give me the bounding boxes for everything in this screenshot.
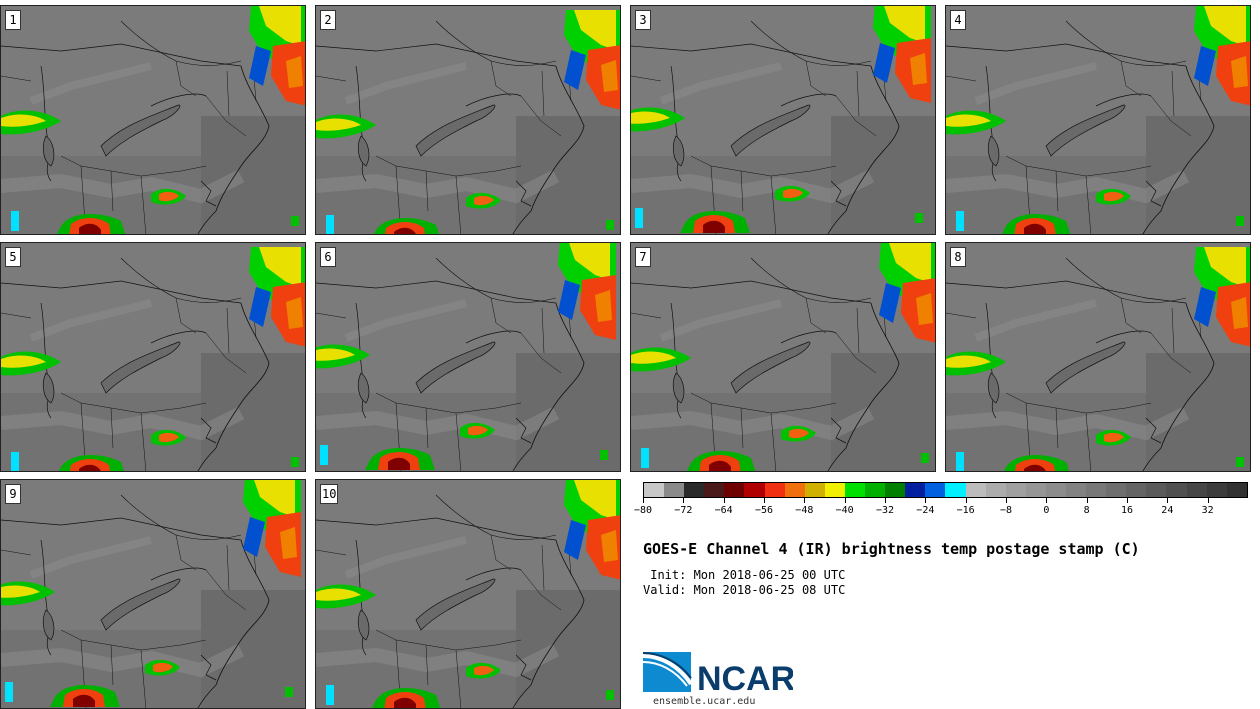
postage-stamp-panel: 1: [0, 5, 306, 235]
colorbar-tick-label: −64: [714, 505, 733, 516]
colorbar-segment: [1186, 483, 1207, 497]
colorbar-tick: [1127, 498, 1128, 503]
colorbar-tick-label: −40: [835, 505, 854, 516]
colorbar-segment: [925, 483, 946, 497]
panel-number-label: 3: [635, 10, 651, 30]
panel-number-label: 5: [5, 247, 21, 267]
colorbar-segment: [885, 483, 906, 497]
colorbar-segment: [764, 483, 785, 497]
ir-satellite-map: [946, 6, 1250, 234]
panel-number-label: 1: [5, 10, 21, 30]
colorbar-segment: [724, 483, 745, 497]
colorbar-segment: [1206, 483, 1227, 497]
postage-stamp-panel: 2: [315, 5, 621, 235]
colorbar-tick: [804, 498, 806, 503]
colorbar-tick: [844, 498, 846, 503]
postage-stamp-panel: 8: [945, 242, 1251, 472]
colorbar-tick-label: −32: [875, 505, 895, 516]
colorbar-tick: [925, 498, 927, 503]
colorbar-segment: [945, 483, 966, 497]
colorbar-tick: [885, 498, 886, 503]
postage-stamp-panel: 10: [315, 479, 621, 709]
panel-number-label: 4: [950, 10, 966, 30]
colorbar-tick: [965, 498, 967, 503]
colorbar-segment: [664, 483, 685, 497]
colorbar-tick-label: −24: [916, 505, 935, 516]
postage-stamp-panel: 7: [630, 242, 936, 472]
colorbar-tick: [683, 498, 685, 503]
colorbar-segment: [1126, 483, 1147, 497]
ir-satellite-map: [631, 243, 935, 471]
ir-satellite-map: [1, 243, 305, 471]
colorbar-tick-label: 32: [1201, 505, 1214, 516]
colorbar-tick: [1207, 498, 1209, 503]
ir-satellite-map: [316, 480, 620, 708]
colorbar-tick: [723, 498, 725, 503]
colorbar: [643, 482, 1248, 498]
postage-stamp-panel: 5: [0, 242, 306, 472]
colorbar-segment: [1005, 483, 1026, 497]
colorbar-tick-label: 16: [1120, 505, 1134, 516]
colorbar-tick-label: −72: [674, 505, 693, 516]
colorbar-tick-label: −56: [754, 505, 774, 516]
colorbar-segment: [684, 483, 705, 497]
postage-stamp-panel: 9: [0, 479, 306, 709]
panel-number-label: 7: [635, 247, 651, 267]
ir-satellite-map: [1, 480, 306, 709]
colorbar-tick-label: −8: [999, 505, 1013, 516]
colorbar-tick-label: 0: [1043, 505, 1050, 516]
colorbar-tick: [1086, 498, 1088, 503]
valid-time: Valid: Mon 2018-06-25 08 UTC: [643, 583, 846, 597]
colorbar-segment: [844, 483, 866, 497]
colorbar-tick: [1006, 498, 1007, 503]
colorbar-segment: [1106, 483, 1127, 497]
panel-number-label: 10: [320, 484, 339, 504]
postage-stamp-panel: 3: [630, 5, 936, 235]
colorbar-tick-label: −80: [633, 505, 653, 516]
colorbar-segment: [824, 483, 845, 497]
colorbar-tick-label: 8: [1083, 505, 1090, 516]
ir-satellite-map: [1, 6, 305, 234]
colorbar-segment: [1226, 483, 1247, 497]
ir-satellite-map: [316, 6, 620, 234]
colorbar-segment: [744, 483, 765, 497]
colorbar-segment: [865, 483, 886, 497]
logo-url: ensemble.ucar.edu: [653, 696, 756, 707]
init-time: Init: Mon 2018-06-25 00 UTC: [643, 568, 846, 582]
panel-number-label: 9: [5, 484, 21, 504]
colorbar-segment: [644, 483, 665, 497]
colorbar-segment: [965, 483, 986, 497]
colorbar-segment: [1065, 483, 1087, 497]
ir-satellite-map: [631, 6, 936, 235]
colorbar-tick: [1167, 498, 1169, 503]
colorbar-segment: [784, 483, 805, 497]
colorbar-segment: [1025, 483, 1046, 497]
colorbar-segment: [804, 483, 825, 497]
panel-number-label: 6: [320, 247, 336, 267]
colorbar-tick: [764, 498, 765, 503]
colorbar-tick: [1046, 498, 1048, 503]
postage-stamp-panel: 6: [315, 242, 621, 472]
ncar-logo: NCAR: [643, 652, 793, 694]
colorbar-segment: [1146, 483, 1167, 497]
colorbar-segment: [1166, 483, 1187, 497]
colorbar-segment: [905, 483, 926, 497]
colorbar-tick-label: −16: [956, 505, 975, 516]
panel-number-label: 2: [320, 10, 336, 30]
postage-stamp-panel: 4: [945, 5, 1251, 235]
panel-number-label: 8: [950, 247, 966, 267]
ir-satellite-map: [316, 243, 621, 472]
ncar-logo-text: NCAR: [697, 660, 793, 694]
colorbar-segment: [704, 483, 725, 497]
ir-satellite-map: [946, 243, 1250, 471]
colorbar-tick-label: −48: [795, 505, 814, 516]
figure-title: GOES-E Channel 4 (IR) brightness temp po…: [643, 540, 1140, 558]
colorbar-tick-label: 24: [1161, 505, 1174, 516]
colorbar-tick: [643, 498, 644, 503]
colorbar-segment: [985, 483, 1006, 497]
colorbar-segment: [1045, 483, 1066, 497]
colorbar-segment: [1086, 483, 1107, 497]
